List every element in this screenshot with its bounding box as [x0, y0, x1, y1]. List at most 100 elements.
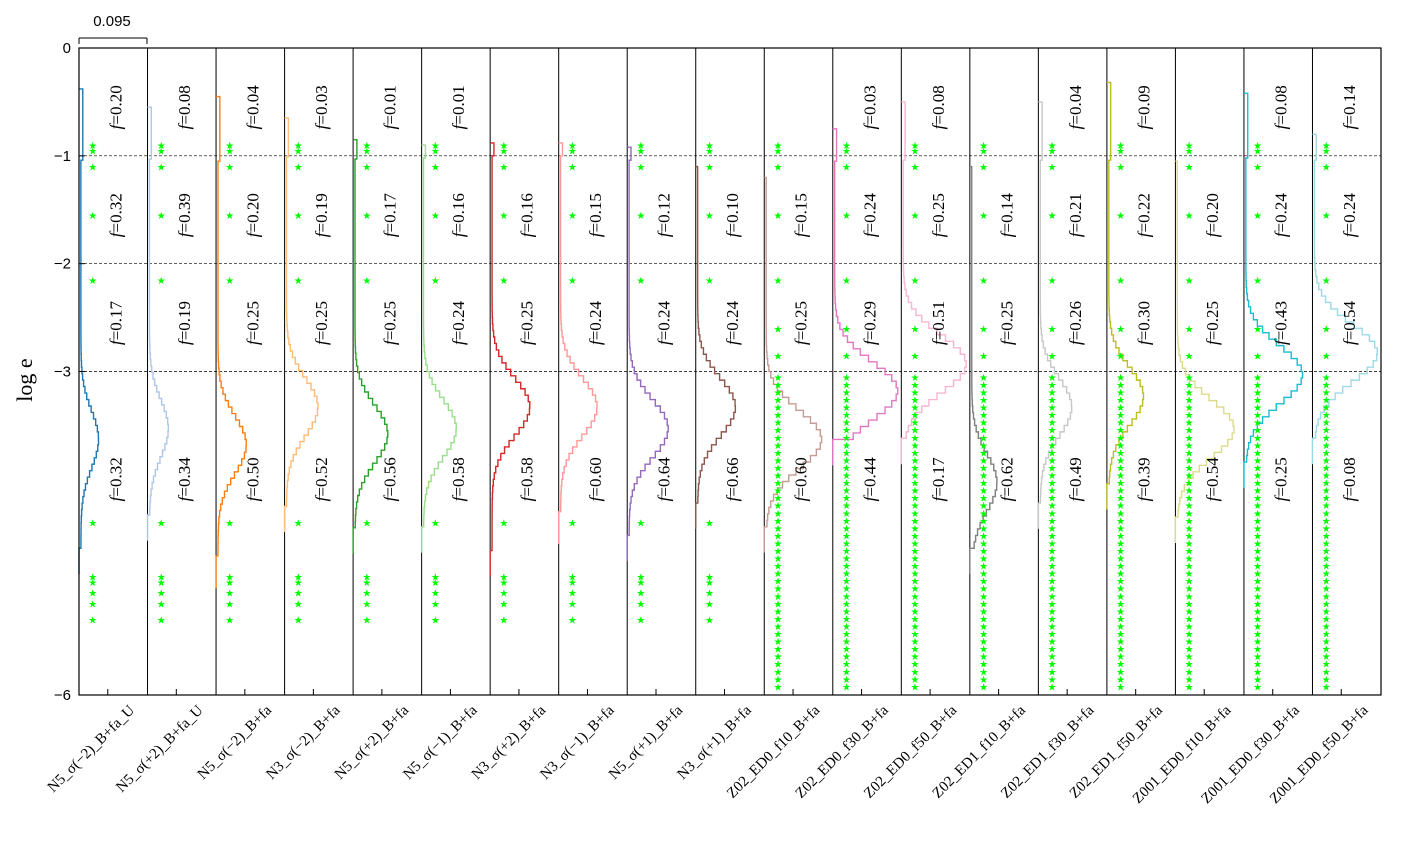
star-marker: ★: [1185, 441, 1194, 452]
star-marker: ★: [88, 572, 97, 583]
star-marker: ★: [1185, 645, 1194, 656]
star-marker: ★: [1185, 667, 1194, 678]
star-marker: ★: [568, 211, 577, 222]
panel-8: f=0.12f=0.24f=0.64★★★★★★★★★★★: [626, 48, 674, 695]
panels: f=0.20 f=0.32 f=0.17 f=0.32 ★ ★ ★ ★ ★ ★ ★ ★ ★ ★ ★ f=0.0…: [78, 48, 1378, 695]
star-marker: ★: [1253, 584, 1262, 595]
star-marker: ★: [773, 667, 782, 678]
star-marker: ★: [88, 211, 97, 222]
star-marker: ★: [1185, 509, 1194, 520]
star-marker: ★: [1253, 463, 1262, 474]
star-marker: ★: [979, 645, 988, 656]
star-marker: ★: [294, 616, 303, 627]
star-marker: ★: [979, 351, 988, 362]
star-marker: ★: [1322, 448, 1331, 459]
star-marker: ★: [1048, 645, 1057, 656]
star-marker: ★: [1048, 418, 1057, 429]
star-marker: ★: [431, 616, 440, 627]
f-label: f=0.51: [929, 301, 948, 345]
star-marker: ★: [1322, 682, 1331, 693]
f-label: f=0.04: [244, 85, 263, 130]
star-marker: ★: [1048, 577, 1057, 588]
star-marker: ★: [499, 211, 508, 222]
star-marker: ★: [1253, 471, 1262, 482]
star-marker: ★: [568, 163, 577, 174]
star-marker: ★: [979, 584, 988, 595]
histogram-line: [832, 128, 899, 466]
star-marker: ★: [911, 554, 920, 565]
star-marker: ★: [842, 614, 851, 625]
star-marker: ★: [842, 652, 851, 663]
star-marker: ★: [1253, 479, 1262, 490]
star-marker: ★: [1253, 411, 1262, 422]
star-marker: ★: [225, 578, 234, 589]
star-marker: ★: [1322, 403, 1331, 414]
star-marker: ★: [1185, 584, 1194, 595]
star-marker: ★: [773, 479, 782, 490]
star-marker: ★: [294, 589, 303, 600]
f-label: f=0.32: [106, 193, 125, 237]
f-label: f=0.24: [860, 193, 879, 238]
f-label: f=0.01: [381, 85, 400, 129]
star-marker: ★: [1048, 373, 1057, 384]
star-marker: ★: [1116, 463, 1125, 474]
star-marker: ★: [499, 518, 508, 529]
star-marker: ★: [157, 141, 166, 152]
y-axis-label: log e: [12, 358, 37, 401]
star-marker: ★: [1116, 509, 1125, 520]
star-marker: ★: [911, 637, 920, 648]
panel-6: f=0.16f=0.25f=0.58★★★★★★★★★★★: [489, 48, 537, 695]
star-marker: ★: [1116, 547, 1125, 558]
f-label: f=0.24: [1271, 193, 1290, 238]
star-marker: ★: [1116, 562, 1125, 573]
star-marker: ★: [911, 501, 920, 512]
star-marker: ★: [1185, 569, 1194, 580]
star-marker: ★: [1322, 380, 1331, 391]
star-marker: ★: [979, 660, 988, 671]
f-label: f=0.29: [860, 301, 879, 345]
star-marker: ★: [1185, 630, 1194, 641]
f-label: f=0.24: [1340, 193, 1359, 238]
histogram-line: [1311, 133, 1378, 465]
star-marker: ★: [911, 675, 920, 686]
f-label: f=0.25: [244, 301, 263, 345]
panel-5: f=0.01f=0.16f=0.24f=0.58★★★★★★★★★★★: [420, 48, 468, 695]
star-marker: ★: [1322, 501, 1331, 512]
star-marker: ★: [911, 433, 920, 444]
star-marker: ★: [979, 516, 988, 527]
star-marker: ★: [911, 373, 920, 384]
star-marker: ★: [1322, 637, 1331, 648]
star-marker: ★: [842, 592, 851, 603]
star-marker: ★: [1322, 163, 1331, 174]
star-marker: ★: [1253, 599, 1262, 610]
star-marker: ★: [842, 524, 851, 535]
star-marker: ★: [1322, 479, 1331, 490]
star-marker: ★: [773, 539, 782, 550]
star-marker: ★: [773, 403, 782, 414]
panel-10: f=0.15f=0.25f=0.60★★★★★★★★★★★★★★★★★★★★★★…: [763, 48, 823, 695]
star-marker: ★: [911, 418, 920, 429]
star-marker: ★: [1253, 211, 1262, 222]
star-marker: ★: [979, 396, 988, 407]
star-marker: ★: [705, 572, 714, 583]
star-marker: ★: [1322, 463, 1331, 474]
star-marker: ★: [1322, 456, 1331, 467]
star-marker: ★: [1322, 562, 1331, 573]
star-marker: ★: [1322, 351, 1331, 362]
histogram-line: [489, 142, 531, 577]
star-marker: ★: [1116, 433, 1125, 444]
star-marker: ★: [1185, 448, 1194, 459]
star-marker: ★: [1253, 562, 1262, 573]
star-marker: ★: [1253, 324, 1262, 335]
star-marker: ★: [1253, 607, 1262, 618]
star-marker: ★: [294, 276, 303, 287]
f-label: f=0.39: [1134, 457, 1153, 501]
star-marker: ★: [979, 418, 988, 429]
star-marker: ★: [225, 599, 234, 610]
star-marker: ★: [842, 471, 851, 482]
star-marker: ★: [225, 589, 234, 600]
star-marker: ★: [1322, 146, 1331, 157]
star-marker: ★: [1253, 516, 1262, 527]
star-marker: ★: [911, 463, 920, 474]
star-marker: ★: [773, 509, 782, 520]
